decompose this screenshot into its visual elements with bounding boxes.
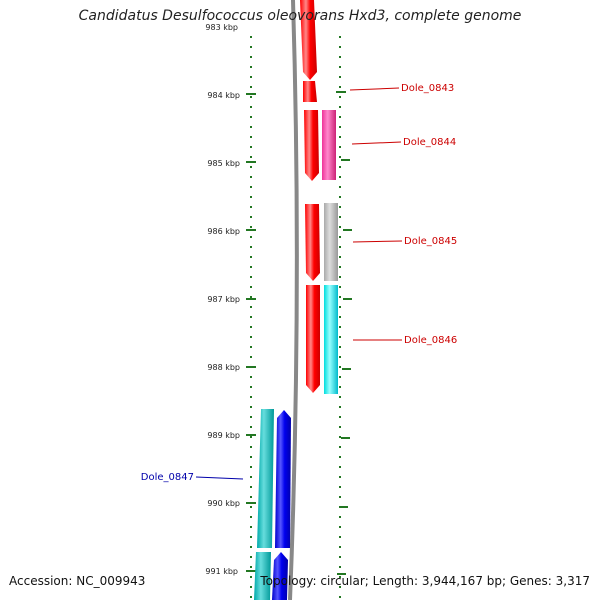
map-title: Candidatus Desulfococcus oleovorans Hxd3… — [78, 8, 522, 24]
tick-985: 985 kbp — [207, 159, 350, 168]
tick-984: 984 kbp — [207, 91, 346, 100]
tick-label: 988 kbp — [207, 363, 240, 372]
tick-987: 987 kbp — [207, 295, 352, 304]
outer-track-genes — [322, 110, 338, 394]
gene-arrow-forward[interactable] — [306, 285, 320, 393]
tick-label: 985 kbp — [207, 159, 240, 168]
tick-label: 989 kbp — [207, 431, 240, 440]
tick-label: 986 kbp — [207, 227, 240, 236]
gene-arrow-forward[interactable] — [303, 81, 317, 102]
gene-label-dole-0843[interactable]: Dole_0843 — [401, 83, 454, 94]
gene-block-teal[interactable] — [257, 409, 274, 548]
gene-arrow-forward[interactable] — [305, 204, 320, 281]
gene-block-gray[interactable] — [324, 203, 338, 281]
gene-block-teal[interactable] — [254, 552, 271, 600]
tick-label: 990 kbp — [207, 499, 240, 508]
tick-label: 983 kbp — [205, 23, 238, 32]
forward-strand-genes — [300, 0, 320, 393]
reverse-strand-genes — [272, 410, 291, 600]
gene-arrow-forward[interactable] — [300, 0, 317, 80]
tick-986: 986 kbp — [207, 227, 352, 236]
gene-arrow-reverse[interactable] — [272, 552, 288, 600]
gene-label-dole-0844[interactable]: Dole_0844 — [403, 137, 456, 148]
tick-label: 984 kbp — [207, 91, 240, 100]
tick-990: 990 kbp — [207, 499, 348, 508]
topology-text: Topology: circular; Length: 3,944,167 bp… — [260, 574, 590, 588]
gene-label-dole-0846[interactable]: Dole_0846 — [404, 335, 457, 346]
genome-backbone — [288, 0, 299, 600]
tick-989: 989 kbp — [207, 431, 350, 440]
accession-text: Accession: NC_009943 — [9, 574, 146, 588]
tick-label: 987 kbp — [207, 295, 240, 304]
tick-label: 991 kbp — [205, 567, 238, 576]
gene-label-dole-0847[interactable]: Dole_0847 — [141, 472, 194, 483]
gene-arrow-reverse[interactable] — [275, 410, 291, 548]
tick-988: 988 kbp — [207, 363, 351, 372]
gene-block-magenta[interactable] — [322, 110, 336, 180]
gene-labels: Dole_0843 Dole_0844 Dole_0845 Dole_0846 … — [141, 83, 457, 483]
inner-track-genes — [254, 409, 274, 600]
gene-label-dole-0845[interactable]: Dole_0845 — [404, 236, 457, 247]
leader-line — [351, 141, 402, 145]
leader-line — [349, 87, 400, 91]
tick-983: 983 kbp — [205, 23, 238, 32]
leader-line — [195, 476, 244, 480]
tick-scale: 983 kbp 984 kbp 985 kbp 986 kbp 987 kbp … — [205, 23, 352, 576]
leader-line — [352, 240, 403, 243]
gene-arrow-forward[interactable] — [304, 110, 319, 181]
tick-991: 991 kbp — [205, 567, 346, 576]
gene-block-cyan[interactable] — [324, 285, 338, 394]
